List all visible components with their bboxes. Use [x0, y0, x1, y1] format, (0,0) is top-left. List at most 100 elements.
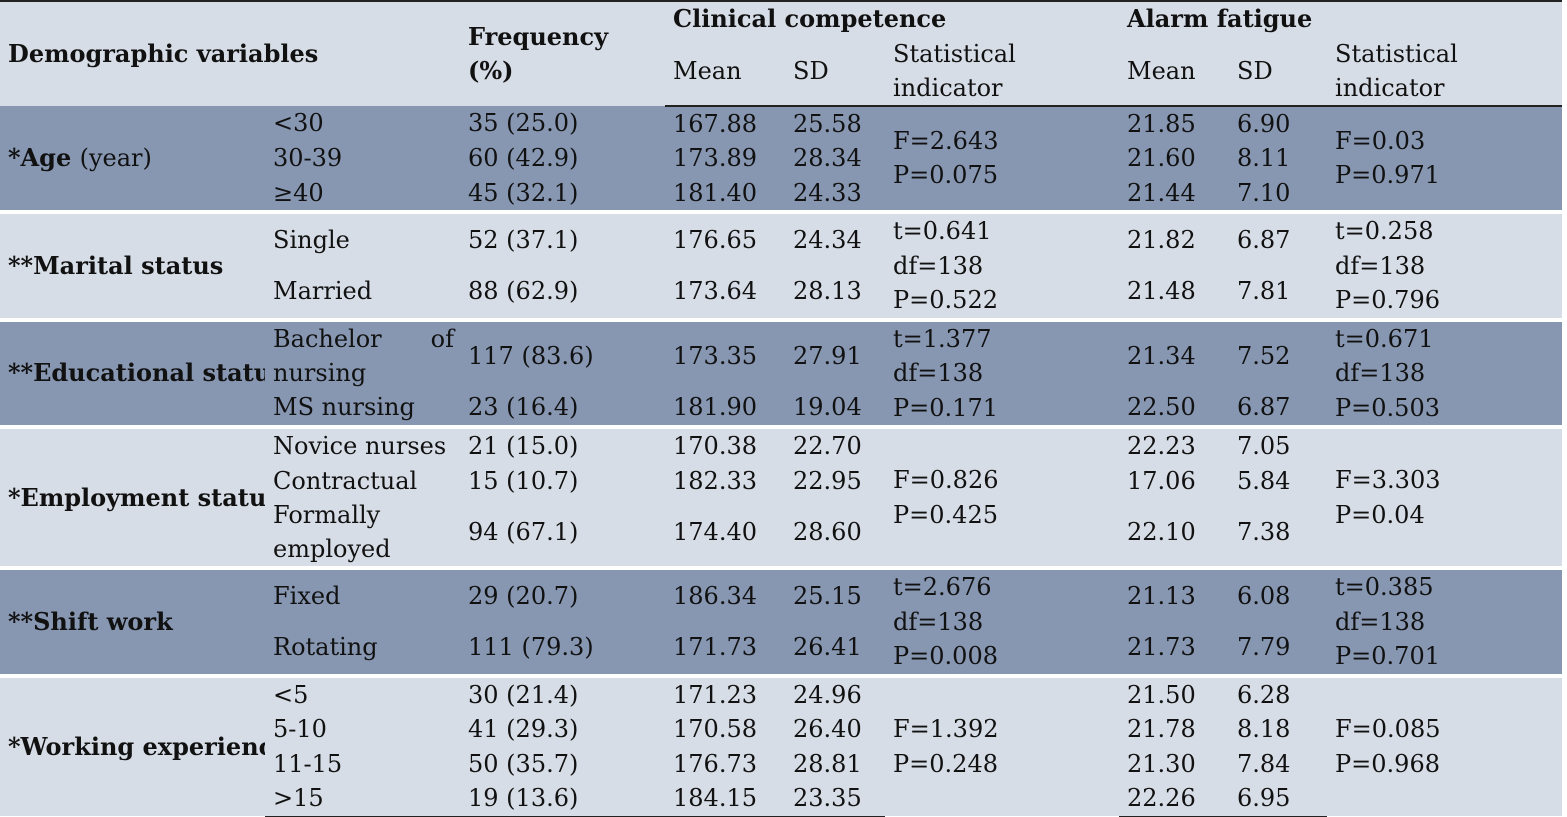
cc-stat-line: F=1.392	[893, 715, 999, 744]
table-row: ≥40 45 (32.1) 181.40 24.33 21.44 7.10	[0, 175, 1562, 212]
frequency-cell: 23 (16.4)	[460, 390, 666, 427]
af-mean-cell: 22.26	[1119, 781, 1230, 817]
cc-sd-cell: 27.91	[785, 317, 886, 391]
header-frequency-line2: (%)	[468, 56, 514, 85]
variable-name-cell: *Age (year)	[0, 105, 265, 212]
level-cell: Bachelor of nursing	[265, 317, 461, 391]
variable-name: **Shift work	[8, 606, 173, 636]
af-stat-line: t=0.258	[1335, 217, 1434, 245]
level-word-b: of	[430, 324, 455, 353]
level-word-a: Bachelor	[273, 324, 382, 353]
header-row-sub: Mean SD Statistical indicator Mean SD St…	[0, 36, 1563, 107]
table-row: **Marital status Single 52 (37.1) 176.65 24.…	[0, 210, 1563, 320]
cc-mean-cell: 174.40	[665, 498, 786, 568]
level-line2: nursing	[273, 358, 367, 387]
variable-name-cell: **Shift work	[0, 566, 265, 676]
af-sd-cell: 8.18	[1229, 712, 1328, 747]
header-cc-stat-line2: indicator	[893, 73, 1003, 102]
level-cell: 11-15	[265, 746, 461, 781]
cc-statistical-indicator: t=1.377 df=138 P=0.171	[885, 317, 1120, 427]
level-cell: Rotating	[265, 621, 461, 676]
cc-stat-line: P=0.171	[893, 393, 998, 422]
variable-unit: (year)	[79, 143, 152, 172]
af-stat-line: P=0.701	[1335, 642, 1440, 670]
level-cell: Fixed	[265, 566, 461, 622]
level-line1: Bachelor of	[273, 323, 460, 355]
variable-name: *Age	[8, 142, 72, 172]
table-body: *Age (year) <30 35 (25.0) 167.88 25.58 F=2.64…	[0, 105, 1563, 817]
level-cell: 5-10	[265, 712, 461, 747]
frequency-cell: 19 (13.6)	[460, 781, 666, 817]
af-statistical-indicator: t=0.385 df=138 P=0.701	[1327, 566, 1563, 676]
af-sd-cell: 7.81	[1229, 265, 1328, 320]
variable-name: **Educational status	[8, 358, 265, 388]
af-stat-line: P=0.503	[1335, 393, 1440, 422]
cc-mean-cell: 181.90	[665, 390, 786, 427]
level-cell: MS nursing	[265, 390, 461, 427]
level-cell: <5	[265, 673, 461, 712]
cc-mean-cell: 173.35	[665, 317, 786, 391]
frequency-cell: 21 (15.0)	[460, 425, 666, 464]
level-cell: Single	[265, 210, 461, 266]
table-row: *Age (year) <30 35 (25.0) 167.88 25.58 F=2.64…	[0, 105, 1563, 212]
variable-name: *Working experience	[8, 731, 265, 761]
table-row: *Working experience (year)<530 (21.4)171…	[0, 673, 1563, 816]
af-statistical-indicator: F=0.03 P=0.971	[1327, 105, 1563, 212]
cc-statistical-indicator: t=0.641 df=138 P=0.522	[885, 210, 1120, 320]
level-cell: <30	[265, 105, 461, 141]
af-stat-line: df=138	[1335, 251, 1426, 280]
af-mean-cell: 21.44	[1119, 175, 1230, 212]
level-cell: ≥40	[265, 175, 461, 212]
af-sd-cell: 7.38	[1229, 498, 1328, 568]
af-mean-cell: 21.34	[1119, 317, 1230, 391]
header-af-statistical-indicator: Statistical indicator	[1327, 36, 1563, 107]
cc-statistical-indicator: F=0.826 P=0.425	[885, 425, 1120, 568]
cc-mean-cell: 167.88	[665, 105, 786, 141]
cc-sd-cell: 28.34	[785, 141, 886, 176]
cc-mean-cell: 176.73	[665, 746, 786, 781]
header-clinical-competence: Clinical competence	[665, 0, 1120, 37]
cc-stat-line: t=2.676	[893, 573, 992, 601]
table-row: Contractual 15 (10.7) 182.33 22.95 17.06 5.84	[0, 463, 1562, 498]
cc-sd-cell: 25.15	[785, 566, 886, 622]
level-line2: employed	[273, 535, 391, 563]
af-mean-cell: 21.13	[1119, 566, 1230, 622]
af-sd-cell: 6.87	[1229, 210, 1328, 266]
frequency-cell: 117 (83.6)	[460, 317, 666, 391]
table-row: **Shift work Fixed 29 (20.7) 186.34 25.15 t=2…	[0, 566, 1563, 676]
af-stat-line: t=0.671	[1335, 324, 1434, 353]
af-sd-cell: 7.52	[1229, 317, 1328, 391]
af-mean-cell: 21.82	[1119, 210, 1230, 266]
cc-stat-line: t=0.641	[893, 217, 992, 245]
cc-sd-cell: 26.40	[785, 712, 886, 747]
frequency-cell: 41 (29.3)	[460, 712, 666, 747]
frequency-cell: 111 (79.3)	[460, 621, 666, 676]
header-cc-statistical-indicator: Statistical indicator	[885, 36, 1120, 107]
af-stat-line: P=0.04	[1335, 500, 1425, 529]
cc-sd-cell: 28.81	[785, 746, 886, 781]
header-frequency-line1: Frequency	[468, 22, 609, 51]
af-stat-line: df=138	[1335, 607, 1426, 636]
cc-sd-cell: 28.60	[785, 498, 886, 568]
af-stat-line: F=0.085	[1335, 715, 1441, 744]
cc-sd-cell: 26.41	[785, 621, 886, 676]
cc-sd-cell: 24.96	[785, 673, 886, 712]
cc-stat-line: P=0.522	[893, 286, 998, 314]
cc-stat-line: P=0.008	[893, 642, 998, 670]
frequency-cell: 15 (10.7)	[460, 463, 666, 498]
af-sd-cell: 7.10	[1229, 175, 1328, 212]
level-cell: Contractual	[265, 463, 461, 498]
frequency-cell: 45 (32.1)	[460, 175, 666, 212]
af-mean-cell: 21.85	[1119, 105, 1230, 141]
cc-mean-cell: 176.65	[665, 210, 786, 266]
af-mean-cell: 22.10	[1119, 498, 1230, 568]
frequency-cell: 50 (35.7)	[460, 746, 666, 781]
cc-mean-cell: 171.73	[665, 621, 786, 676]
variable-name-cell: **Educational status	[0, 317, 265, 427]
table-row: 5-10 41 (29.3) 170.58 26.40 21.78 8.18	[0, 712, 1562, 747]
level-cell: Formally employed	[265, 498, 461, 568]
af-mean-cell: 21.78	[1119, 712, 1230, 747]
table-row: 11-15 50 (35.7) 176.73 28.81 21.30 7.84	[0, 746, 1562, 781]
cc-mean-cell: 182.33	[665, 463, 786, 498]
